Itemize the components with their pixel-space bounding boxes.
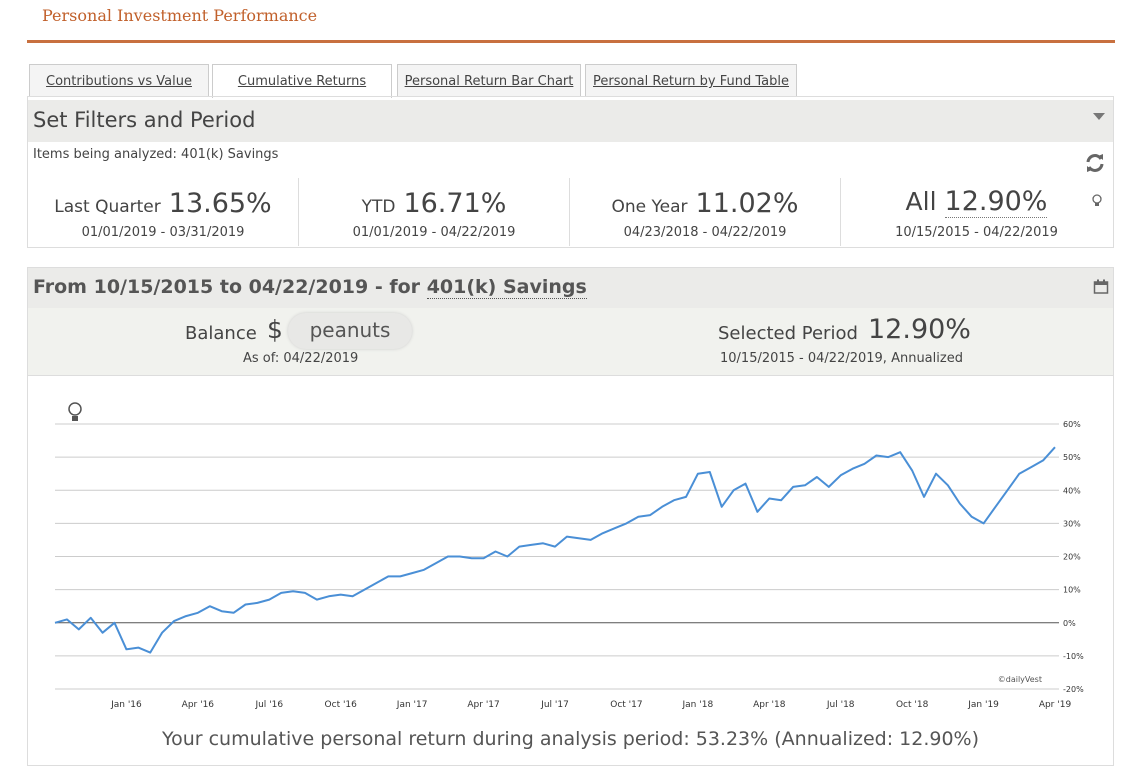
refresh-icon[interactable] [1084,152,1106,174]
balance-row [28,308,1113,376]
dropdown-arrow[interactable] [1092,112,1106,122]
stat-period: 04/23/2018 - 04/22/2019 [623,225,787,240]
x-tick-label: Oct '18 [896,700,929,710]
account-name[interactable]: 401(k) Savings [426,276,587,299]
chart: -20% -10% 0% 10% 20% 30% 40% 50% 60% Jan '16 Apr '… [54,402,1084,710]
selected-label: Selected Period [718,323,858,344]
stat-label: One Year [611,197,688,217]
y-tick-label: 10% [1063,586,1081,595]
stat-period: 01/01/2019 - 03/31/2019 [81,225,245,240]
results-panel [27,267,1114,766]
x-tick-label: Jul '16 [254,700,283,710]
x-tick-label: Jan '17 [396,700,428,710]
x-tick-label: Apr '16 [182,700,215,710]
x-tick-label: Oct '16 [325,700,358,710]
y-tick-label: 20% [1063,553,1081,562]
page-title: Personal Investment Performance [42,6,318,25]
balance-label: Balance [185,323,257,344]
filter-panel [27,96,1114,248]
stat-value[interactable]: 12.90% [944,186,1048,218]
stat-value: 13.65% [168,188,272,219]
x-tick-label: Apr '17 [467,700,499,710]
annotation: ©dailyVest [998,675,1042,684]
stat-box: Last Quarter 13.65% 01/01/2019 - 03/31/201… [28,178,299,246]
selected-value: 12.90% [868,314,971,345]
stat-label: YTD [361,197,396,217]
y-tick-label: 60% [1063,420,1081,429]
items-analyzed: Items being analyzed: 401(k) Savings [33,147,279,162]
bulb-icon[interactable] [68,402,82,421]
x-tick-label: Apr '19 [1039,700,1072,710]
x-tick-label: Oct '17 [610,700,642,710]
y-tick-label: -10% [1063,652,1084,661]
filter-bar[interactable] [28,100,1113,142]
stat-label: Last Quarter [54,197,161,217]
stat-box: One Year 11.02% 04/23/2018 - 04/22/2019 [570,178,841,246]
y-tick-label: 0% [1063,619,1076,628]
balance-value: peanuts [288,313,412,349]
y-tick-label: 40% [1063,486,1081,495]
stat-label: All [905,187,937,216]
return-line [54,446,1056,654]
tab[interactable]: Contributions vs Value [29,64,209,96]
y-tick-label: 50% [1063,453,1081,462]
selected-range: 10/15/2015 - 04/22/2019, Annualized [720,351,963,366]
stat-box: YTD 16.71% 01/01/2019 - 04/22/2019 [299,178,570,246]
stat-value: 11.02% [695,188,799,219]
y-tick-label: 30% [1063,519,1081,528]
tab-active[interactable]: Cumulative Returns [212,64,392,98]
stat-value: 16.71% [403,188,507,219]
x-tick-label: Jan '19 [967,700,999,710]
footer-summary: Your cumulative personal return during a… [162,728,979,750]
balance-as-of: As of: 04/22/2019 [243,351,359,366]
tab[interactable]: Personal Return Bar Chart [397,64,581,96]
tab[interactable]: Personal Return by Fund Table [585,64,797,96]
x-tick-label: Jul '18 [826,700,855,710]
period-bar [28,268,1113,308]
x-tick-label: Apr '18 [753,700,786,710]
title-rule [27,40,1115,43]
y-tick-label: -20% [1063,685,1084,694]
stat-box: All 12.90% 10/15/2015 - 04/22/2019 [841,178,1112,246]
filter-title: Set Filters and Period [33,108,256,132]
calendar-icon[interactable] [1093,279,1109,295]
x-tick-label: Jan '18 [682,700,714,710]
period-text: From 10/15/2015 to 04/22/2019 - for [33,276,421,298]
stat-period: 01/01/2019 - 04/22/2019 [352,225,516,240]
x-tick-label: Jan '16 [110,700,142,710]
balance-currency: $ [267,315,283,344]
stat-period: 10/15/2015 - 04/22/2019 [895,225,1058,240]
x-tick-label: Jul '17 [540,700,569,710]
bulb-icon[interactable] [1091,194,1103,208]
period-header: From 10/15/2015 to 04/22/2019 - for 401(… [33,276,587,299]
